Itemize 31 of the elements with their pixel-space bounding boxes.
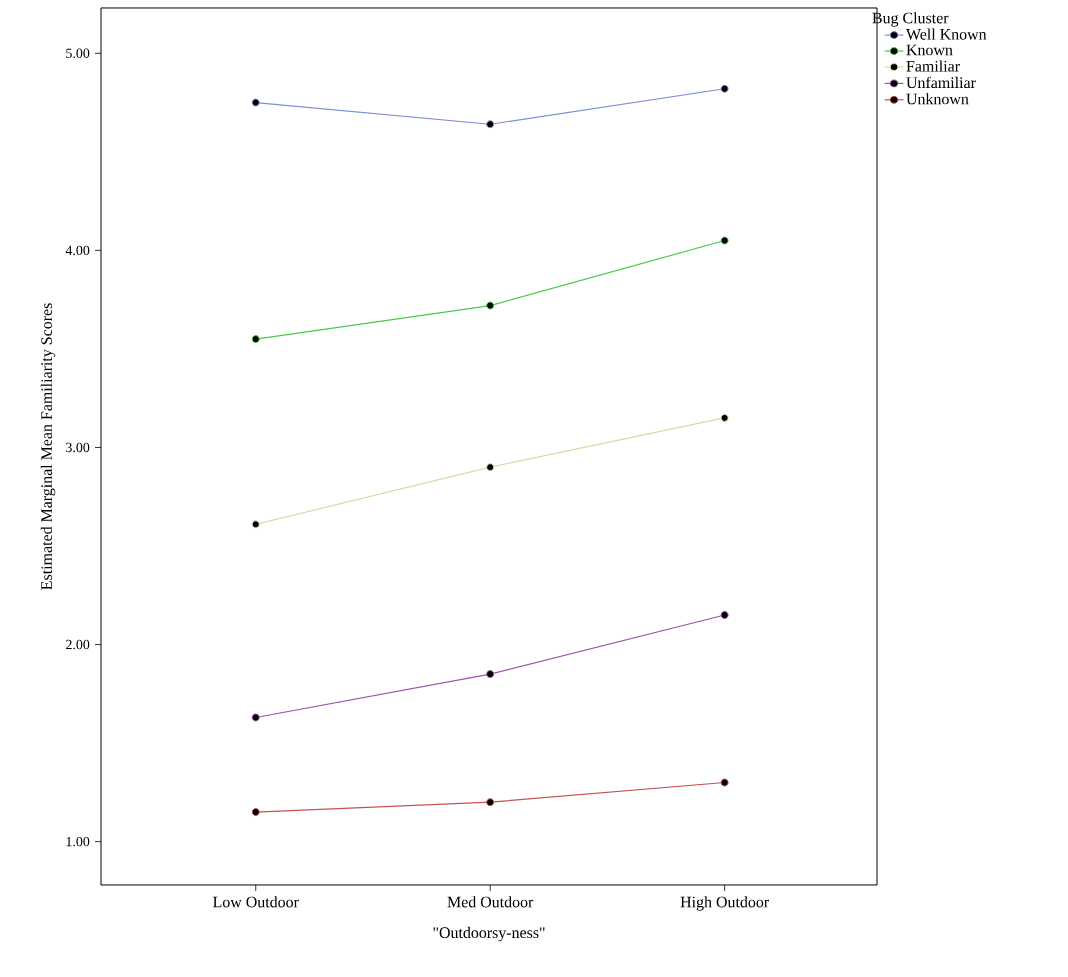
point	[251, 335, 260, 344]
point	[251, 98, 260, 107]
point	[720, 611, 729, 619]
legend-label: Familiar	[906, 60, 960, 72]
legend-title: Bug Cluster	[872, 12, 949, 27]
point	[251, 520, 260, 529]
point	[251, 713, 260, 722]
point	[486, 463, 495, 472]
point	[720, 778, 729, 787]
x-tick-label: High Outdoor	[680, 896, 769, 911]
point	[486, 798, 495, 807]
y-tick-label: 2.00	[66, 639, 90, 650]
y-tick-label: 5.00	[66, 48, 90, 59]
legend-label: Unfamiliar	[906, 76, 976, 89]
point	[720, 413, 729, 422]
x-tick-label: Med Outdoor	[447, 896, 534, 908]
y-axis-title: Estimated Marginal Mean Familiarity Scores	[40, 303, 56, 590]
x-tick-label: Low Outdoor	[213, 896, 299, 908]
legend-label: Well Known	[906, 28, 987, 40]
y-tick-label: 3.00	[66, 442, 90, 453]
point	[486, 301, 495, 310]
legend-label: Unknown	[906, 93, 969, 105]
x-axis-title: "Outdoorsy-ness"	[433, 926, 545, 942]
y-tick-label: 4.00	[65, 245, 90, 256]
point	[486, 120, 495, 129]
legend-label: Known	[906, 44, 953, 56]
point	[720, 236, 729, 245]
point	[720, 84, 729, 93]
point	[486, 670, 495, 679]
point	[251, 808, 260, 817]
y-tick-label: 1.00	[66, 836, 90, 847]
